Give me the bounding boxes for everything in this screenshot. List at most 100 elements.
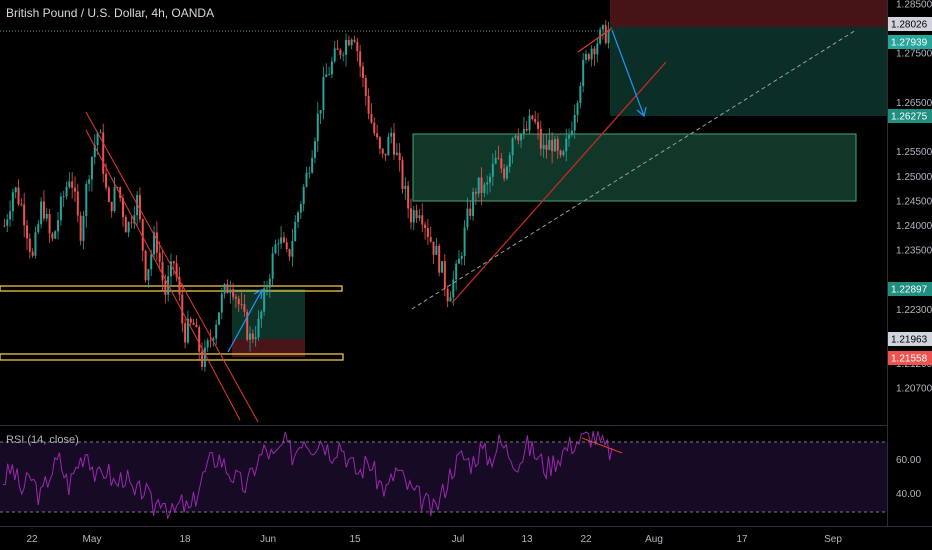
candle-body[interactable] bbox=[119, 187, 122, 199]
candle-body[interactable] bbox=[116, 187, 119, 188]
candle-body[interactable] bbox=[568, 135, 571, 139]
candle-body[interactable] bbox=[243, 304, 246, 312]
candle-body[interactable] bbox=[169, 261, 172, 277]
candle-body[interactable] bbox=[486, 182, 489, 185]
candle-body[interactable] bbox=[107, 187, 110, 202]
candle-body[interactable] bbox=[551, 140, 554, 152]
candle-body[interactable] bbox=[74, 187, 76, 192]
dashed-trendline[interactable] bbox=[411, 29, 857, 310]
candle-body[interactable] bbox=[65, 186, 68, 197]
candle-body[interactable] bbox=[155, 232, 158, 253]
candle-body[interactable] bbox=[359, 51, 362, 67]
candle-body[interactable] bbox=[251, 333, 254, 340]
candle-body[interactable] bbox=[240, 304, 243, 306]
candle-body[interactable] bbox=[178, 276, 181, 295]
candle-body[interactable] bbox=[404, 185, 407, 189]
candle-body[interactable] bbox=[223, 284, 226, 294]
candle-body[interactable] bbox=[280, 237, 283, 244]
candle-body[interactable] bbox=[133, 215, 136, 224]
candle-body[interactable] bbox=[503, 168, 506, 179]
candle-body[interactable] bbox=[110, 201, 113, 212]
candle-body[interactable] bbox=[291, 241, 294, 257]
candle-body[interactable] bbox=[407, 185, 410, 209]
candle-body[interactable] bbox=[446, 288, 449, 302]
candle-body[interactable] bbox=[565, 138, 568, 152]
candle-body[interactable] bbox=[212, 338, 215, 341]
candle-body[interactable] bbox=[308, 172, 311, 174]
candle-body[interactable] bbox=[548, 140, 551, 150]
candle-body[interactable] bbox=[192, 322, 195, 325]
rising-trendline[interactable] bbox=[451, 61, 667, 304]
candle-body[interactable] bbox=[426, 228, 429, 238]
candle-body[interactable] bbox=[79, 215, 82, 241]
candle-body[interactable] bbox=[189, 318, 192, 323]
candle-body[interactable] bbox=[474, 191, 477, 194]
candle-body[interactable] bbox=[582, 59, 585, 86]
candle-body[interactable] bbox=[34, 232, 37, 256]
candle-body[interactable] bbox=[573, 114, 576, 131]
candle-body[interactable] bbox=[299, 204, 302, 213]
candle-body[interactable] bbox=[556, 138, 559, 151]
candle-body[interactable] bbox=[209, 340, 212, 342]
candle-body[interactable] bbox=[31, 251, 34, 256]
candle-body[interactable] bbox=[570, 130, 573, 136]
candle-body[interactable] bbox=[542, 144, 545, 149]
candle-body[interactable] bbox=[435, 245, 438, 255]
candle-body[interactable] bbox=[531, 115, 534, 120]
rsi-divergence-line[interactable] bbox=[581, 437, 623, 454]
candle-body[interactable] bbox=[393, 132, 396, 155]
candle-body[interactable] bbox=[409, 208, 412, 223]
candle-body[interactable] bbox=[28, 238, 31, 252]
candle-body[interactable] bbox=[136, 195, 139, 216]
candle-body[interactable] bbox=[460, 255, 463, 259]
candle-body[interactable] bbox=[477, 177, 480, 194]
candle-body[interactable] bbox=[432, 241, 435, 255]
candle-body[interactable] bbox=[401, 160, 404, 189]
candle-body[interactable] bbox=[124, 217, 127, 233]
candle-body[interactable] bbox=[480, 177, 483, 193]
candle-body[interactable] bbox=[463, 227, 466, 256]
candle-body[interactable] bbox=[576, 103, 579, 115]
candle-body[interactable] bbox=[62, 196, 65, 198]
stop-loss-zone[interactable] bbox=[610, 0, 887, 27]
candle-body[interactable] bbox=[26, 225, 28, 239]
candle-body[interactable] bbox=[54, 231, 57, 239]
candle-body[interactable] bbox=[20, 204, 23, 206]
candle-body[interactable] bbox=[220, 293, 223, 313]
candle-body[interactable] bbox=[342, 54, 345, 56]
candle-body[interactable] bbox=[263, 288, 266, 312]
candle-body[interactable] bbox=[153, 232, 156, 255]
candle-body[interactable] bbox=[378, 137, 381, 149]
candle-body[interactable] bbox=[534, 119, 537, 122]
candle-body[interactable] bbox=[553, 138, 556, 152]
candle-body[interactable] bbox=[429, 237, 432, 242]
candle-body[interactable] bbox=[229, 289, 232, 294]
candle-body[interactable] bbox=[457, 258, 460, 264]
candle-body[interactable] bbox=[93, 144, 96, 158]
candle-body[interactable] bbox=[127, 222, 130, 233]
channel-upper-line[interactable] bbox=[85, 111, 259, 423]
channel-lower-line[interactable] bbox=[85, 129, 241, 421]
candle-body[interactable] bbox=[585, 54, 587, 60]
candle-body[interactable] bbox=[528, 115, 531, 131]
candle-body[interactable] bbox=[489, 176, 491, 183]
candle-body[interactable] bbox=[455, 263, 458, 280]
candle-body[interactable] bbox=[42, 201, 45, 219]
candle-body[interactable] bbox=[316, 113, 319, 142]
candle-body[interactable] bbox=[226, 284, 229, 294]
candle-body[interactable] bbox=[472, 191, 475, 216]
candle-body[interactable] bbox=[9, 211, 12, 220]
candle-body[interactable] bbox=[398, 152, 401, 161]
candle-body[interactable] bbox=[201, 351, 204, 367]
candle-body[interactable] bbox=[328, 74, 331, 76]
candle-body[interactable] bbox=[274, 244, 277, 254]
candle-body[interactable] bbox=[418, 215, 421, 219]
candle-body[interactable] bbox=[164, 280, 167, 295]
candle-body[interactable] bbox=[161, 261, 164, 281]
projection-arrow-right[interactable] bbox=[611, 29, 645, 117]
candle-body[interactable] bbox=[147, 269, 150, 281]
candle-body[interactable] bbox=[313, 141, 316, 158]
candle-body[interactable] bbox=[505, 166, 508, 179]
candle-body[interactable] bbox=[57, 220, 60, 232]
candle-body[interactable] bbox=[452, 279, 455, 298]
